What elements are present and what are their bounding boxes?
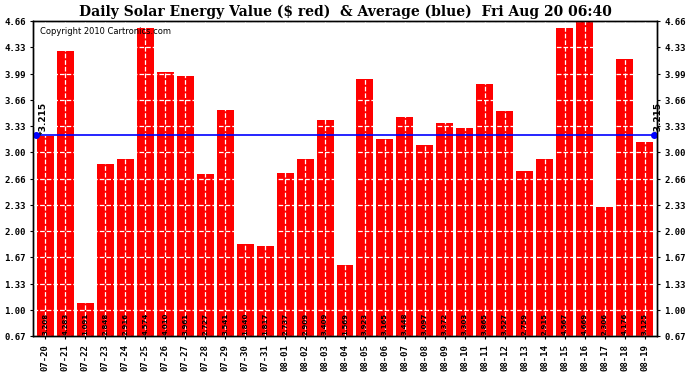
Text: 3.208: 3.208: [42, 313, 48, 335]
Bar: [496, 111, 513, 336]
Bar: [277, 173, 293, 336]
Text: 2.306: 2.306: [602, 313, 608, 335]
Text: 3.527: 3.527: [502, 313, 508, 335]
Text: 4.669: 4.669: [582, 313, 588, 335]
Bar: [556, 28, 573, 336]
Text: 1.091: 1.091: [82, 312, 88, 335]
Text: 3.448: 3.448: [402, 312, 408, 335]
Bar: [157, 72, 174, 336]
Text: 3.097: 3.097: [422, 312, 428, 335]
Bar: [77, 303, 94, 336]
Text: 4.567: 4.567: [562, 313, 568, 335]
Text: 3.961: 3.961: [182, 313, 188, 335]
Bar: [317, 120, 333, 336]
Text: 4.283: 4.283: [62, 312, 68, 335]
Bar: [596, 207, 613, 336]
Text: 1.840: 1.840: [242, 312, 248, 335]
Bar: [516, 171, 533, 336]
Bar: [476, 84, 493, 336]
Bar: [37, 136, 54, 336]
Bar: [536, 159, 553, 336]
Text: 3.865: 3.865: [482, 313, 488, 335]
Bar: [456, 128, 473, 336]
Text: 2.737: 2.737: [282, 313, 288, 335]
Text: 2.916: 2.916: [122, 313, 128, 335]
Bar: [57, 51, 74, 336]
Text: 3.372: 3.372: [442, 313, 448, 335]
Bar: [297, 159, 313, 336]
Text: *3.215: *3.215: [653, 102, 662, 135]
Bar: [377, 139, 393, 336]
Text: 3.303: 3.303: [462, 312, 468, 335]
Title: Daily Solar Energy Value ($ red)  & Average (blue)  Fri Aug 20 06:40: Daily Solar Energy Value ($ red) & Avera…: [79, 4, 611, 18]
Text: 3.409: 3.409: [322, 312, 328, 335]
Bar: [436, 123, 453, 336]
Text: 2.915: 2.915: [542, 313, 548, 335]
Bar: [337, 265, 353, 336]
Text: 3.923: 3.923: [362, 313, 368, 335]
Bar: [257, 246, 273, 336]
Text: 3.541: 3.541: [222, 312, 228, 335]
Text: 1.817: 1.817: [262, 312, 268, 335]
Bar: [417, 145, 433, 336]
Bar: [237, 244, 254, 336]
Bar: [217, 110, 234, 336]
Bar: [177, 76, 194, 336]
Bar: [576, 20, 593, 336]
Text: 4.574: 4.574: [142, 312, 148, 335]
Text: 2.909: 2.909: [302, 313, 308, 335]
Text: 1.569: 1.569: [342, 313, 348, 335]
Bar: [397, 117, 413, 336]
Bar: [137, 28, 154, 336]
Bar: [357, 80, 373, 336]
Text: Copyright 2010 Cartronics.com: Copyright 2010 Cartronics.com: [39, 27, 170, 36]
Text: 4.010: 4.010: [162, 312, 168, 335]
Text: 2.727: 2.727: [202, 313, 208, 335]
Bar: [636, 142, 653, 336]
Bar: [197, 174, 214, 336]
Text: 2.759: 2.759: [522, 313, 528, 335]
Text: 4.176: 4.176: [622, 312, 628, 335]
Bar: [117, 159, 134, 336]
Text: 2.848: 2.848: [102, 312, 108, 335]
Text: *3.215: *3.215: [39, 102, 48, 135]
Text: 3.125: 3.125: [642, 313, 648, 335]
Text: 3.165: 3.165: [382, 313, 388, 335]
Bar: [97, 164, 114, 336]
Bar: [616, 59, 633, 336]
